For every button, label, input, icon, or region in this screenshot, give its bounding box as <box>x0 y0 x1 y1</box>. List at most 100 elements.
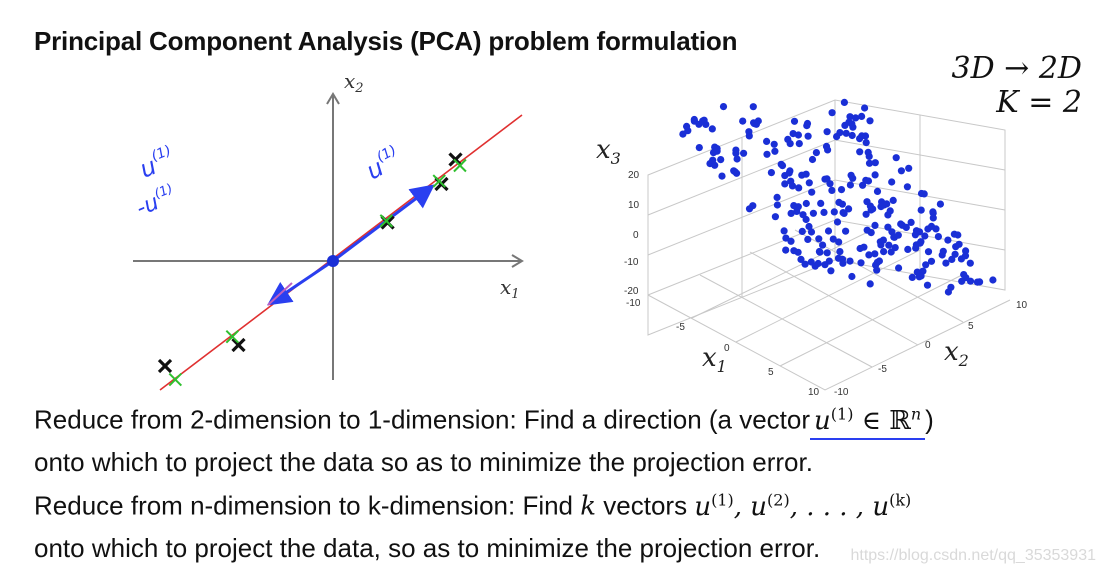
scatter-point <box>809 209 818 217</box>
scatter-point <box>773 193 781 201</box>
scatter-point <box>897 220 905 228</box>
scatter-point <box>846 257 854 265</box>
scatter-point <box>932 225 940 233</box>
x2-axis-arrow <box>326 92 340 105</box>
scatter-point <box>808 188 816 196</box>
scatter-point <box>948 255 956 263</box>
page-title: Principal Component Analysis (PCA) probl… <box>34 26 738 56</box>
scatter-point <box>846 181 855 189</box>
scatter-point <box>733 155 741 163</box>
scatter-point <box>837 186 846 194</box>
paragraph1-close: ) <box>925 404 934 435</box>
scatter-point <box>886 207 894 215</box>
paragraph1-text: Reduce from 2-dimension to 1-dimension: … <box>34 404 811 435</box>
scatter-point <box>830 208 838 216</box>
projection-point-1 <box>168 372 183 387</box>
scatter-point <box>840 98 849 106</box>
scatter-point <box>825 257 833 265</box>
k-math: k <box>580 491 597 522</box>
x1-axis-label: x1 <box>500 275 520 302</box>
scatter-point <box>749 103 757 111</box>
scatter-point <box>820 208 828 216</box>
scatter-point <box>803 119 812 128</box>
scatter-point <box>862 139 870 147</box>
scatter-point <box>871 159 879 167</box>
scatter-point <box>815 235 823 243</box>
x3-axis-label: x3 <box>596 135 621 168</box>
scatter-point <box>895 264 903 272</box>
scatter-point <box>834 254 843 262</box>
vector-list-math: u(1), u(2), . . . , u(k) <box>694 490 912 522</box>
projection-point-2 <box>225 330 240 344</box>
scatter-point <box>802 170 810 178</box>
scatter-point <box>859 181 867 189</box>
scatter-point <box>801 260 809 268</box>
scatter-point <box>690 115 698 124</box>
scatter-point <box>836 248 844 256</box>
scatter-point <box>708 125 716 133</box>
scatter-point <box>750 120 758 128</box>
scatter-point <box>804 235 812 243</box>
scatter-point <box>804 132 812 140</box>
x-tick-5: 5 <box>768 367 774 378</box>
scatter-point <box>863 226 871 234</box>
scatter-point <box>879 236 888 244</box>
scatter-point <box>912 244 920 252</box>
scatter-point <box>718 172 726 180</box>
scatter-point <box>790 117 799 125</box>
scatter-point <box>873 258 882 266</box>
scatter-point <box>871 250 879 258</box>
scatter-point <box>763 137 771 145</box>
scatter-point <box>915 273 923 281</box>
scatter-point <box>711 161 719 169</box>
scatter-point <box>823 128 831 136</box>
scatter-point <box>873 266 881 274</box>
x2-axis-label: x2 <box>344 69 364 96</box>
scatter-point <box>787 209 795 217</box>
scatter-point <box>856 135 864 143</box>
paragraph-nd-to-kd-line1: Reduce from n-dimension to k-dimension: … <box>34 490 911 522</box>
scatter-point <box>745 128 753 136</box>
y-tick-neg5: -5 <box>878 364 887 375</box>
z-tick-neg10: -10 <box>624 257 639 268</box>
scatter-point <box>739 117 747 125</box>
paragraph2-text: Reduce from n-dimension to k-dimension: … <box>34 490 574 521</box>
scatter-point <box>842 129 850 137</box>
scatter-point <box>873 187 882 195</box>
scatter-point <box>833 133 841 141</box>
scatter-point <box>871 171 879 179</box>
scatter-point <box>795 140 803 148</box>
scatter-point <box>944 236 952 244</box>
x-tick-neg10: -10 <box>626 298 641 309</box>
scatter-point <box>916 239 924 247</box>
scatter-point <box>695 144 703 152</box>
scatter-point <box>877 203 885 211</box>
scatter-point <box>880 248 888 256</box>
scatter-point <box>786 140 794 148</box>
scatter-point <box>815 247 824 256</box>
scatter-point <box>867 206 875 214</box>
z-tick-20: 20 <box>628 170 640 181</box>
scatter-point <box>785 169 793 177</box>
y-tick-0: 0 <box>925 340 931 351</box>
scatter-point <box>861 104 869 112</box>
x1-3d-axis-label: x1 <box>702 343 727 376</box>
u1-in-rn-math: u(1) ∈ ℝn <box>810 404 926 440</box>
x-tick-0: 0 <box>724 343 730 354</box>
scatter-point <box>788 182 797 190</box>
scatter-point <box>812 149 821 157</box>
y-tick-neg10: -10 <box>834 387 849 398</box>
scatter-point <box>845 205 853 213</box>
scatter-point <box>819 241 827 249</box>
scatter-point <box>805 179 813 187</box>
scatter-point <box>848 272 856 281</box>
scatter-point <box>857 259 865 267</box>
scatter-point <box>717 156 725 164</box>
scatter-point <box>894 231 902 239</box>
projection-point-5 <box>453 158 467 173</box>
z-tick-neg20: -20 <box>624 286 639 297</box>
scatter-point <box>917 206 925 214</box>
dimension-note: 3D → 2D K = 2 <box>952 52 1083 120</box>
scatter-point <box>887 248 895 256</box>
